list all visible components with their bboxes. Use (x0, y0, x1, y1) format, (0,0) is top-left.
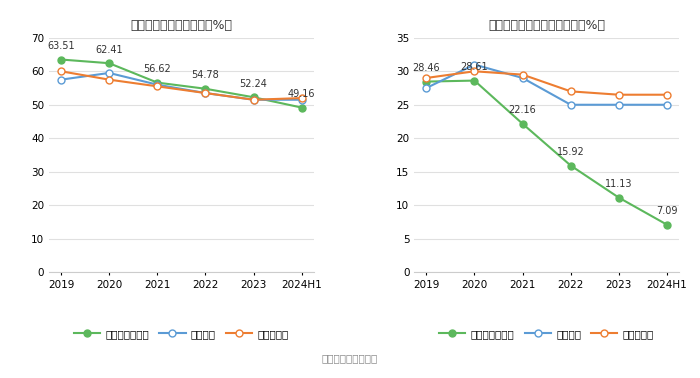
行业中位数 (298, 96, 306, 100)
行业中位数 (201, 91, 209, 95)
Line: 行业中位数: 行业中位数 (423, 68, 671, 98)
行业中位数 (153, 84, 162, 88)
Line: 行业均值: 行业均值 (423, 61, 671, 108)
Text: 54.78: 54.78 (192, 70, 219, 81)
Text: 63.51: 63.51 (47, 41, 75, 51)
行业中位数 (519, 72, 527, 77)
Text: 28.61: 28.61 (461, 62, 489, 72)
公司资产负债率 (249, 95, 258, 99)
行业中位数 (105, 77, 113, 82)
行业中位数 (663, 93, 671, 97)
Line: 行业均值: 行业均值 (57, 70, 305, 103)
行业均值 (298, 98, 306, 102)
公司资产负债率 (298, 105, 306, 110)
公司资产负债率 (105, 61, 113, 65)
有息资产负债率 (615, 195, 623, 200)
Legend: 公司资产负债率, 行业均值, 行业中位数: 公司资产负债率, 行业均值, 行业中位数 (74, 329, 288, 339)
行业中位数 (566, 89, 575, 94)
行业均值 (153, 82, 162, 87)
Text: 52.24: 52.24 (239, 79, 267, 89)
行业均值 (201, 91, 209, 95)
有息资产负债率 (663, 222, 671, 227)
有息资产负债率 (470, 78, 479, 83)
行业中位数 (615, 93, 623, 97)
Text: 数据来源：恒生聚源: 数据来源：恒生聚源 (322, 353, 378, 363)
Line: 公司资产负债率: 公司资产负债率 (57, 56, 305, 111)
行业均值 (57, 77, 65, 82)
行业均值 (566, 102, 575, 107)
Text: 49.16: 49.16 (288, 89, 316, 99)
Text: 62.41: 62.41 (95, 45, 123, 55)
Line: 有息资产负债率: 有息资产负债率 (423, 77, 671, 228)
有息资产负债率 (566, 163, 575, 168)
行业均值 (422, 86, 430, 90)
Title: 近年来资产负债率情况（%）: 近年来资产负债率情况（%） (130, 19, 232, 33)
行业均值 (470, 62, 479, 67)
行业均值 (615, 102, 623, 107)
行业中位数 (470, 69, 479, 74)
Text: 15.92: 15.92 (556, 147, 584, 157)
行业中位数 (57, 69, 65, 74)
行业均值 (105, 71, 113, 75)
公司资产负债率 (201, 87, 209, 91)
Text: 7.09: 7.09 (656, 206, 678, 216)
行业中位数 (422, 76, 430, 80)
行业中位数 (249, 98, 258, 102)
有息资产负债率 (422, 79, 430, 84)
Line: 行业中位数: 行业中位数 (57, 68, 305, 103)
行业均值 (663, 102, 671, 107)
Text: 11.13: 11.13 (605, 179, 633, 189)
行业均值 (519, 76, 527, 80)
有息资产负债率 (519, 121, 527, 126)
行业均值 (249, 98, 258, 102)
Legend: 有息资产负债率, 行业均值, 行业中位数: 有息资产负债率, 行业均值, 行业中位数 (440, 329, 654, 339)
Text: 56.62: 56.62 (144, 64, 172, 74)
公司资产负债率 (57, 57, 65, 62)
Text: 28.46: 28.46 (412, 63, 440, 73)
公司资产负债率 (153, 81, 162, 85)
Title: 近年来有息资产负债率情况（%）: 近年来有息资产负债率情况（%） (488, 19, 605, 33)
Text: 22.16: 22.16 (509, 105, 536, 115)
